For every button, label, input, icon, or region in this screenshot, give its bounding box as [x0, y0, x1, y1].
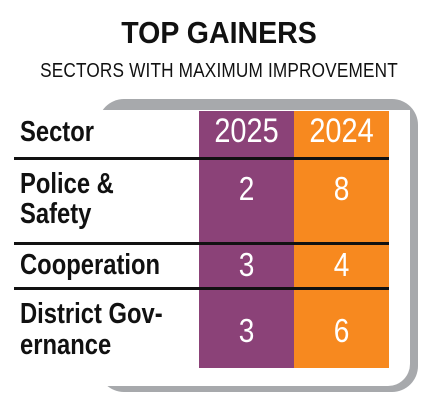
header-2024: 2024: [309, 112, 374, 150]
value-2024: 6: [333, 312, 350, 349]
column-2024-band: [294, 111, 389, 368]
row-divider: [14, 157, 389, 160]
row-sector-line1: Police &: [20, 168, 114, 200]
row-sector-line1: Cooperation: [20, 249, 161, 281]
value-2025: 3: [238, 246, 255, 283]
value-2024: 8: [333, 170, 350, 207]
column-2025-band: [199, 111, 294, 368]
chart-title: TOP GAINERS: [121, 15, 317, 50]
header-2025: 2025: [214, 112, 279, 150]
row-sector-line1: District Gov-: [20, 298, 163, 330]
header-sector: Sector: [20, 116, 95, 148]
row-divider: [14, 242, 389, 245]
chart-subtitle: SECTORS WITH MAXIMUM IMPROVEMENT: [40, 60, 398, 82]
row-sector-line2: ernance: [20, 329, 112, 361]
value-2025: 2: [238, 170, 255, 207]
value-2025: 3: [238, 312, 255, 349]
row-sector-line2: Safety: [20, 198, 92, 230]
row-divider: [14, 287, 389, 290]
value-2024: 4: [333, 246, 350, 283]
